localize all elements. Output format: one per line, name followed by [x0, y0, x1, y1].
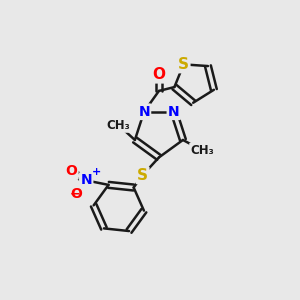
Text: CH₃: CH₃	[107, 118, 130, 132]
Text: N: N	[138, 105, 150, 119]
Text: +: +	[92, 167, 101, 177]
Text: O: O	[65, 164, 77, 178]
Text: O: O	[70, 187, 82, 201]
Text: N: N	[80, 173, 92, 188]
Text: −: −	[69, 188, 80, 200]
Text: O: O	[152, 67, 165, 82]
Text: S: S	[137, 168, 148, 183]
Text: CH₃: CH₃	[190, 144, 214, 157]
Text: S: S	[178, 57, 189, 72]
Text: N: N	[168, 105, 180, 119]
